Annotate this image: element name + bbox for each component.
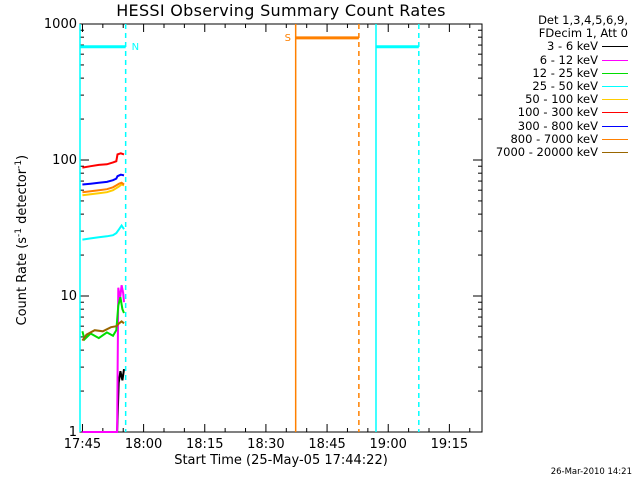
legend-rows: 3 - 6 keV 6 - 12 keV 12 - 25 keV 25 - 50 ke… <box>480 40 630 159</box>
y-tick-label: 10 <box>60 289 77 304</box>
legend-swatch <box>602 85 628 87</box>
series-line <box>82 173 125 186</box>
series-line <box>82 285 125 433</box>
legend-swatch <box>602 112 628 114</box>
legend-label: 3 - 6 keV <box>547 39 598 54</box>
legend-label: 7000 - 20000 keV <box>495 144 598 159</box>
legend-item: 12 - 25 keV <box>480 65 630 80</box>
marker-label: N <box>132 42 139 53</box>
x-tick-label: 19:00 <box>369 437 406 452</box>
legend-header-2: FDecim 1, Att 0 <box>538 26 628 41</box>
legend: Det 1,3,4,5,6,9, FDecim 1, Att 0 3 - 6 k… <box>480 13 630 159</box>
legend-item: 800 - 7000 keV <box>480 131 630 146</box>
timestamp: 26-Mar-2010 14:21 <box>550 467 632 477</box>
series-line <box>81 296 125 342</box>
legend-header-1: Det 1,3,4,5,6,9, <box>538 13 628 27</box>
legend-item: 3 - 6 keV <box>480 40 630 53</box>
legend-label: 800 - 7000 keV <box>510 131 598 146</box>
legend-item: 300 - 800 keV <box>480 118 630 133</box>
legend-swatch <box>602 151 628 153</box>
series-line <box>82 181 125 194</box>
legend-label: 12 - 25 keV <box>532 65 598 80</box>
y-axis-label: Count Rate (s-1 detector-1) <box>14 140 30 340</box>
x-axis-label: Start Time (25-May-05 17:44:22) <box>174 453 388 468</box>
y-label-exp-1: -1 <box>13 227 24 237</box>
legend-item: 6 - 12 keV <box>480 52 630 67</box>
legend-swatch <box>602 138 628 140</box>
y-label-part-3: ) <box>15 154 31 160</box>
legend-item: 50 - 100 keV <box>480 92 630 107</box>
x-tick-label: 18:30 <box>247 437 284 452</box>
y-label-part-2: detector <box>15 168 31 228</box>
y-tick-label: 100 <box>52 153 77 168</box>
series-line <box>81 320 125 342</box>
legend-swatch <box>602 59 628 61</box>
legend-item: 25 - 50 keV <box>480 78 630 93</box>
x-tick-label: 19:15 <box>431 437 468 452</box>
y-tick-label: 1 <box>69 425 77 440</box>
chart-title: HESSI Observing Summary Count Rates <box>116 1 446 20</box>
legend-item: 7000 - 20000 keV <box>480 144 630 159</box>
legend-item: 100 - 300 keV <box>480 106 630 119</box>
legend-swatch <box>602 99 628 101</box>
legend-label: 25 - 50 keV <box>532 78 598 93</box>
marker-label: S <box>285 33 291 44</box>
legend-swatch <box>602 72 628 74</box>
x-tick-label: 18:15 <box>186 437 223 452</box>
x-tick-label: 18:00 <box>125 437 162 452</box>
y-tick-label: 1000 <box>44 17 77 32</box>
legend-label: 50 - 100 keV <box>525 92 598 107</box>
series-line <box>82 183 125 197</box>
legend-swatch <box>602 125 628 127</box>
legend-swatch <box>602 46 628 48</box>
legend-label: 100 - 300 keV <box>517 105 598 120</box>
series-line <box>82 223 125 241</box>
x-tick-label: 17:45 <box>64 437 101 452</box>
y-label-exp-2: -1 <box>13 159 24 169</box>
y-label-part-1: Count Rate (s <box>15 236 31 326</box>
plot-frame <box>79 23 483 433</box>
legend-label: 6 - 12 keV <box>539 52 598 67</box>
series-line <box>82 152 125 169</box>
legend-label: 300 - 800 keV <box>517 118 598 133</box>
x-tick-label: 18:45 <box>308 437 345 452</box>
